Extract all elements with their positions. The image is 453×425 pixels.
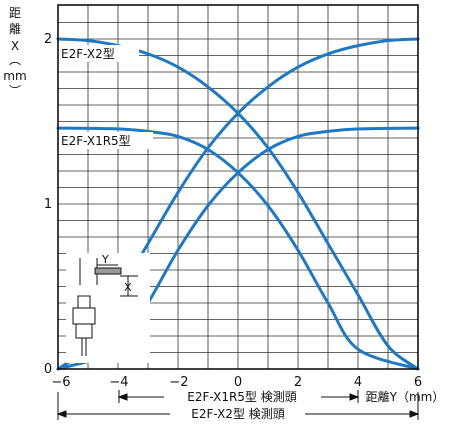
range-arrow-x1r5-right	[350, 394, 358, 400]
y-label-line-4: ︵	[9, 53, 21, 67]
diagram-y-label: Y	[101, 253, 109, 266]
y-tick-label-2: 2	[44, 32, 52, 47]
x-tick-label-6: 6	[414, 375, 422, 390]
series-label-x1r5: E2F-X1R5型	[61, 134, 131, 148]
range-arrow-x2-left	[58, 411, 66, 417]
x-tick-label-neg2: −2	[169, 375, 188, 390]
diagram-x-label: X	[124, 281, 132, 294]
x-tick-label-0: 0	[234, 375, 242, 390]
diagram-target-plate	[95, 268, 121, 274]
range-arrow-x1r5-left	[119, 394, 127, 400]
sensor-diagram: Y X	[66, 253, 150, 363]
x-axis-label: 距離Y（mm）	[366, 390, 445, 404]
y-label-line-5: mm	[3, 69, 26, 83]
range-label-x2: E2F-X2型 検測頭	[191, 407, 285, 421]
range-arrow-x2-right	[410, 411, 418, 417]
y-tick-label-1: 1	[44, 197, 52, 212]
y-label-line-2: 離	[9, 22, 21, 36]
series-label-x2: E2F-X2型	[61, 47, 115, 61]
y-label-line-3: X	[11, 39, 19, 53]
x-tick-label-2: 2	[294, 375, 302, 390]
range-label-x1r5: E2F-X1R5型 検測頭	[187, 390, 297, 404]
y-label-line-1: 距	[9, 6, 21, 20]
y-label-line-6: ︶	[9, 84, 21, 98]
x-tick-label-neg6: −6	[51, 375, 70, 390]
y-axis-label: 距 離 X ︵ mm ︶	[3, 6, 26, 98]
x-tick-label-neg4: −4	[109, 375, 128, 390]
x-tick-label-4: 4	[354, 375, 362, 390]
